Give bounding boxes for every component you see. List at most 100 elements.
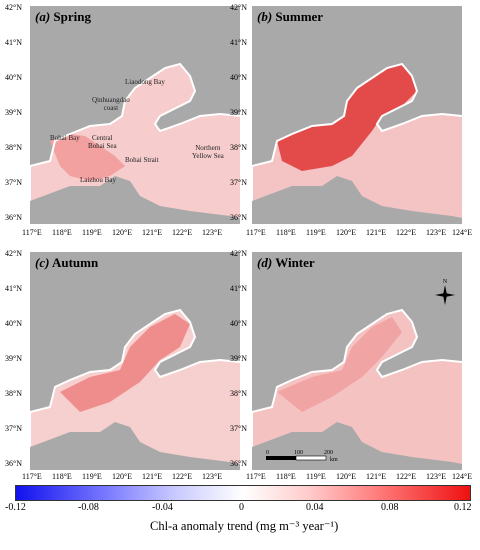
colorbar-tick: 0 bbox=[239, 502, 244, 513]
sea-hotspot bbox=[277, 317, 402, 412]
xtick: 124°E bbox=[452, 472, 473, 481]
colorbar-tick: -0.12 bbox=[5, 502, 26, 513]
xtick: 119°E bbox=[82, 472, 102, 481]
panel-autumn: (c) Autumn bbox=[30, 252, 240, 470]
xtick: 120°E bbox=[112, 228, 133, 237]
xtick: 123°E bbox=[202, 228, 223, 237]
xtick: 117°E bbox=[22, 472, 42, 481]
sea-map-autumn bbox=[30, 308, 240, 470]
colorbar-tick: 0.12 bbox=[454, 502, 472, 513]
ytick: 39°N bbox=[5, 354, 22, 363]
ytick: 41°N bbox=[5, 38, 22, 47]
shandong-peninsula bbox=[252, 176, 462, 224]
shandong-peninsula bbox=[30, 422, 240, 470]
label-laizhou-bay: Laizhou Bay bbox=[80, 176, 116, 184]
xtick: 122°E bbox=[396, 472, 417, 481]
coastline bbox=[30, 308, 240, 470]
ytick: 36°N bbox=[5, 213, 22, 222]
sea-area bbox=[30, 310, 240, 470]
colorbar-tick: 0.04 bbox=[306, 502, 324, 513]
colorbar-tick: -0.08 bbox=[78, 502, 99, 513]
sea-map-winter bbox=[252, 308, 462, 470]
ytick: 37°N bbox=[230, 424, 247, 433]
label-bohai-strait: Bohai Strait bbox=[125, 156, 159, 164]
scale-unit: km bbox=[330, 457, 338, 463]
colorbar-title: Chl-a anomaly trend (mg m⁻³ year⁻¹) bbox=[150, 519, 339, 533]
ytick: 40°N bbox=[230, 73, 247, 82]
xtick: 118°E bbox=[276, 472, 296, 481]
xtick: 121°E bbox=[142, 228, 163, 237]
sea-hotspot bbox=[277, 64, 417, 171]
scale-label-200: 200 bbox=[324, 450, 333, 456]
ytick: 41°N bbox=[5, 284, 22, 293]
ytick: 38°N bbox=[5, 389, 22, 398]
xtick: 119°E bbox=[82, 228, 102, 237]
xtick: 120°E bbox=[336, 228, 357, 237]
panel-title-spring: (a) Spring bbox=[35, 9, 91, 24]
label-central-bohai: Central Bohai Sea bbox=[88, 134, 117, 150]
xtick: 118°E bbox=[52, 472, 72, 481]
label-northern-yellow-sea: Northern Yellow Sea bbox=[192, 144, 224, 160]
label-bohai-bay: Bohai Bay bbox=[50, 134, 80, 142]
sea-hotspot bbox=[50, 134, 125, 181]
xtick: 120°E bbox=[336, 472, 357, 481]
xtick: 123°E bbox=[426, 472, 447, 481]
xtick: 122°E bbox=[172, 472, 193, 481]
xtick: 124°E bbox=[452, 228, 473, 237]
sea-hotspot bbox=[60, 314, 190, 412]
ytick: 38°N bbox=[230, 389, 247, 398]
coastline bbox=[252, 308, 462, 470]
ytick: 40°N bbox=[230, 319, 247, 328]
sea-area bbox=[252, 310, 462, 470]
ytick: 39°N bbox=[5, 108, 22, 117]
ytick: 37°N bbox=[230, 178, 247, 187]
xtick: 121°E bbox=[366, 228, 387, 237]
xtick: 119°E bbox=[306, 228, 326, 237]
panel-spring: (a) Spring Liaodong Bay Qinhuangdao coas… bbox=[30, 6, 240, 224]
ytick: 42°N bbox=[5, 249, 22, 258]
panel-title-autumn: (c) Autumn bbox=[35, 255, 99, 270]
ytick: 37°N bbox=[5, 424, 22, 433]
ytick: 36°N bbox=[230, 459, 247, 468]
xtick: 119°E bbox=[306, 472, 326, 481]
ytick: 39°N bbox=[230, 354, 247, 363]
coastline bbox=[252, 62, 462, 224]
ytick: 41°N bbox=[230, 38, 247, 47]
xtick: 121°E bbox=[366, 472, 387, 481]
xtick: 120°E bbox=[112, 472, 133, 481]
ytick: 41°N bbox=[230, 284, 247, 293]
colorbar bbox=[15, 485, 471, 501]
sea-map-summer bbox=[252, 62, 462, 224]
north-label: N bbox=[443, 279, 448, 285]
ytick: 40°N bbox=[5, 73, 22, 82]
panel-title-summer: (b) Summer bbox=[257, 9, 324, 24]
xtick: 117°E bbox=[246, 472, 266, 481]
label-liaodong-bay: Liaodong Bay bbox=[125, 78, 165, 86]
colorbar-tick: -0.04 bbox=[152, 502, 173, 513]
sea-area bbox=[30, 64, 240, 224]
ytick: 38°N bbox=[230, 143, 247, 152]
xtick: 121°E bbox=[142, 472, 163, 481]
ytick: 38°N bbox=[5, 143, 22, 152]
coastline bbox=[30, 62, 240, 224]
ytick: 40°N bbox=[5, 319, 22, 328]
ytick: 42°N bbox=[5, 3, 22, 12]
label-qinhuangdao: Qinhuangdao coast bbox=[92, 96, 130, 112]
ytick: 39°N bbox=[230, 108, 247, 117]
ytick: 42°N bbox=[230, 249, 247, 258]
xtick: 123°E bbox=[202, 472, 223, 481]
ytick: 42°N bbox=[230, 3, 247, 12]
sea-map-spring bbox=[30, 62, 240, 224]
scale-label-0: 0 bbox=[266, 450, 269, 456]
panel-title-winter: (d) Winter bbox=[257, 255, 315, 270]
colorbar-tick: 0.08 bbox=[381, 502, 399, 513]
xtick: 118°E bbox=[52, 228, 72, 237]
ytick: 36°N bbox=[230, 213, 247, 222]
scale-label-100: 100 bbox=[294, 450, 303, 456]
panel-summer: (b) Summer bbox=[252, 6, 462, 224]
xtick: 117°E bbox=[246, 228, 266, 237]
ytick: 36°N bbox=[5, 459, 22, 468]
xtick: 122°E bbox=[172, 228, 193, 237]
xtick: 118°E bbox=[276, 228, 296, 237]
ytick: 37°N bbox=[5, 178, 22, 187]
